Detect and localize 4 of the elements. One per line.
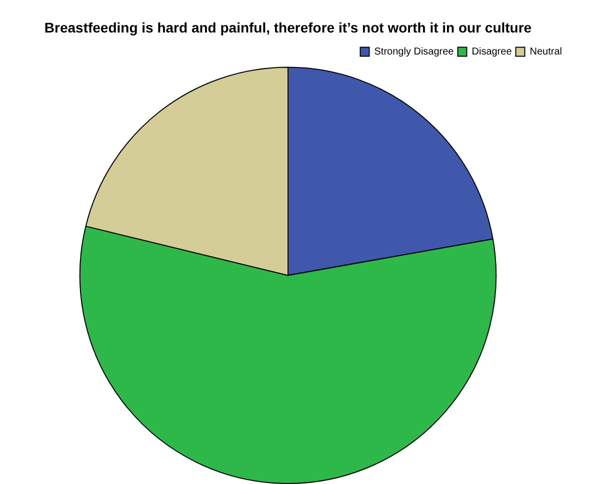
legend-label: Disagree	[472, 46, 512, 58]
legend-label: Neutral	[530, 46, 562, 58]
chart-title: Breastfeeding is hard and painful, therefore it’s not worth it in our culture	[44, 19, 532, 36]
legend-label: Strongly Disagree	[374, 46, 454, 58]
